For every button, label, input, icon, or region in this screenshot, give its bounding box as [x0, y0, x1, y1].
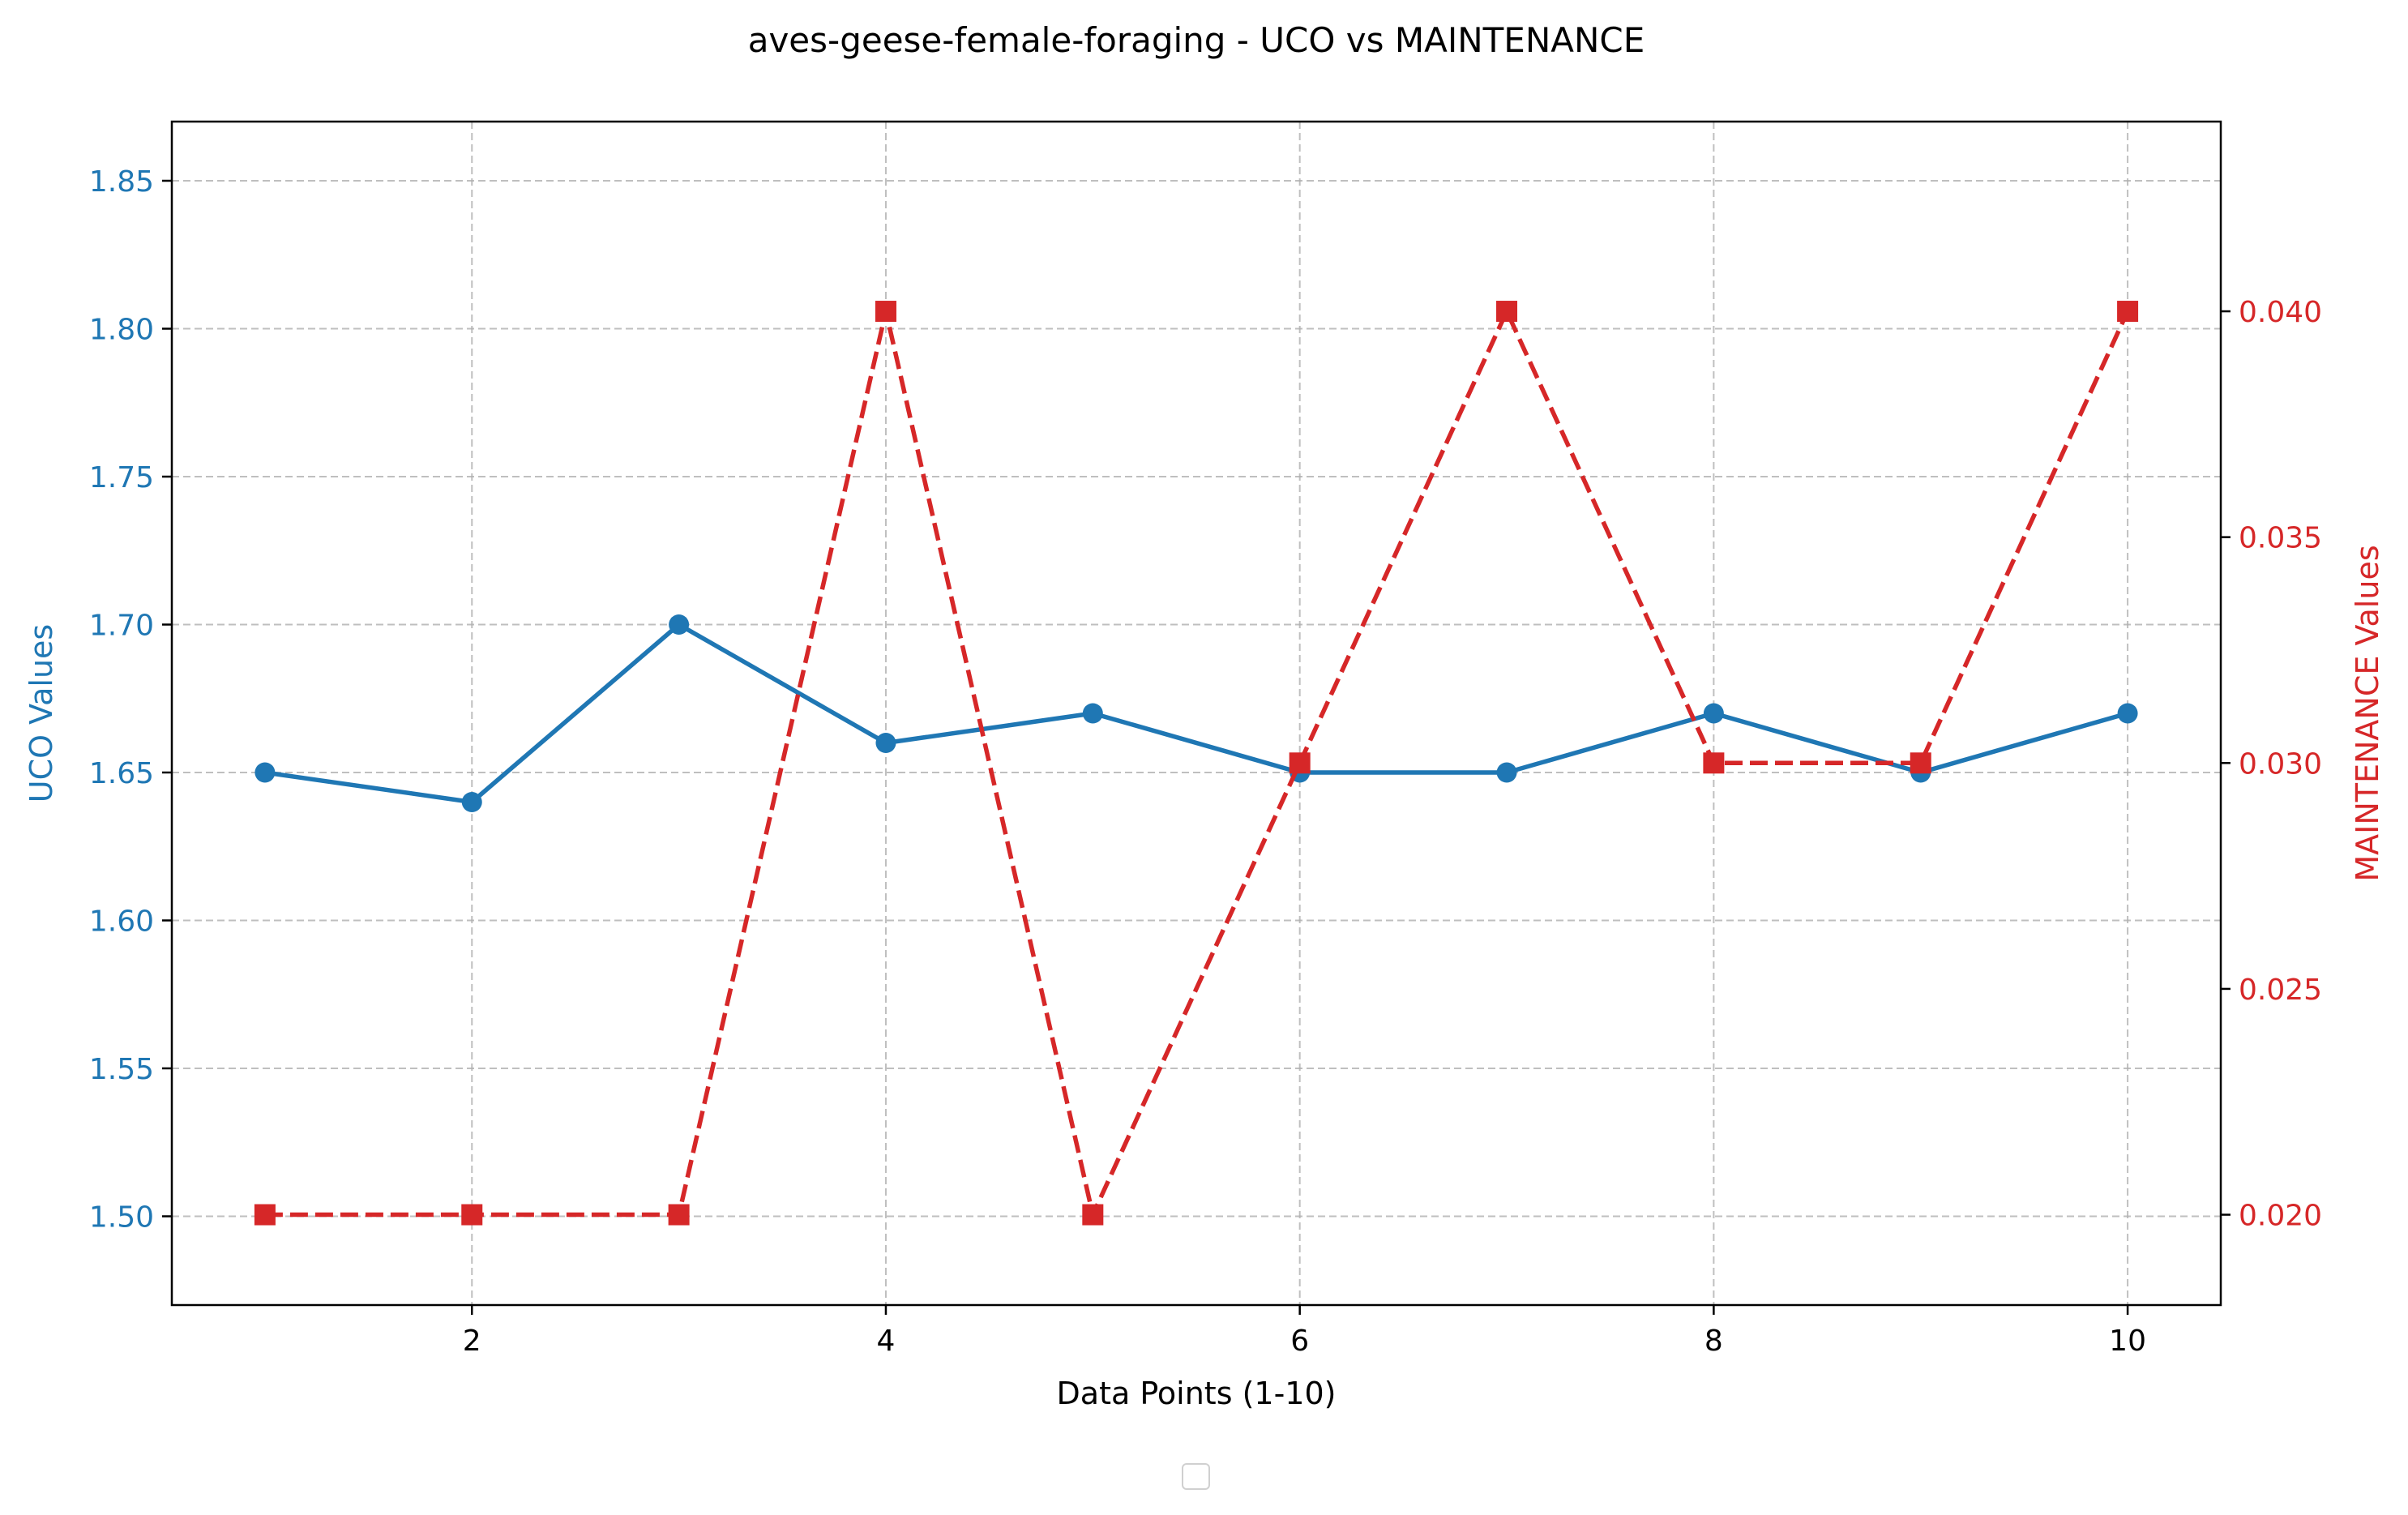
series-2-point — [1289, 752, 1311, 774]
series-1-point — [1703, 703, 1724, 724]
y-left-tick-label: 1.65 — [89, 757, 154, 790]
series-layer — [254, 301, 2139, 1226]
y-axis-right-label: MAINTENANCE Values — [2350, 545, 2385, 881]
series-2-point — [2117, 301, 2139, 323]
y-left-tick-label: 1.70 — [89, 610, 154, 643]
chart-title: aves-geese-female-foraging - UCO vs MAIN… — [748, 20, 1645, 60]
y-right-tick-label: 0.035 — [2239, 522, 2322, 555]
y-left-tick-label: 1.85 — [89, 165, 154, 199]
series-1-point — [1082, 703, 1103, 724]
x-tick-label: 2 — [463, 1325, 481, 1358]
y-left-tick-label: 1.50 — [89, 1201, 154, 1235]
series-1-point — [875, 733, 896, 753]
x-tick-label: 4 — [877, 1325, 896, 1358]
x-tick-label: 10 — [2109, 1325, 2146, 1358]
series-2-point — [875, 301, 896, 323]
legend-box — [1182, 1463, 1210, 1490]
series-1-point — [254, 762, 276, 783]
series-1-point — [2117, 703, 2138, 724]
y-axis-left-label: UCO Values — [24, 624, 59, 803]
series-2-point — [1910, 752, 1931, 774]
ticks-layer: 2 4 6 8 10 1.50 1.55 1.60 1.65 1.70 1.75 1.80 1.85 0.… — [89, 165, 2322, 1358]
plot-frame — [170, 120, 2222, 1307]
series-1-point — [461, 792, 482, 812]
series-1-point — [1496, 762, 1517, 783]
series-2-point — [1703, 752, 1725, 774]
y-left-tick-label: 1.75 — [89, 461, 154, 494]
series-2-point — [254, 1204, 276, 1226]
series-2-point — [1082, 1204, 1104, 1226]
y-left-tick-label: 1.55 — [89, 1053, 154, 1086]
series-2-point — [1496, 301, 1518, 323]
y-left-tick-label: 1.60 — [89, 905, 154, 939]
series-2-line — [264, 309, 2130, 1218]
series-1-point — [669, 614, 690, 635]
y-left-tick-label: 1.80 — [89, 314, 154, 347]
x-axis-label: Data Points (1-10) — [1057, 1376, 1337, 1411]
y-right-tick-label: 0.025 — [2239, 974, 2322, 1007]
x-tick-label: 8 — [1704, 1325, 1723, 1358]
y-right-tick-label: 0.020 — [2239, 1200, 2322, 1233]
series-2-point — [461, 1204, 483, 1226]
series-2-point — [668, 1204, 690, 1226]
series-1-line — [264, 622, 2128, 805]
x-tick-label: 6 — [1290, 1325, 1309, 1358]
y-right-tick-label: 0.040 — [2239, 296, 2322, 329]
y-right-tick-label: 0.030 — [2239, 747, 2322, 781]
grid — [172, 122, 2221, 1305]
